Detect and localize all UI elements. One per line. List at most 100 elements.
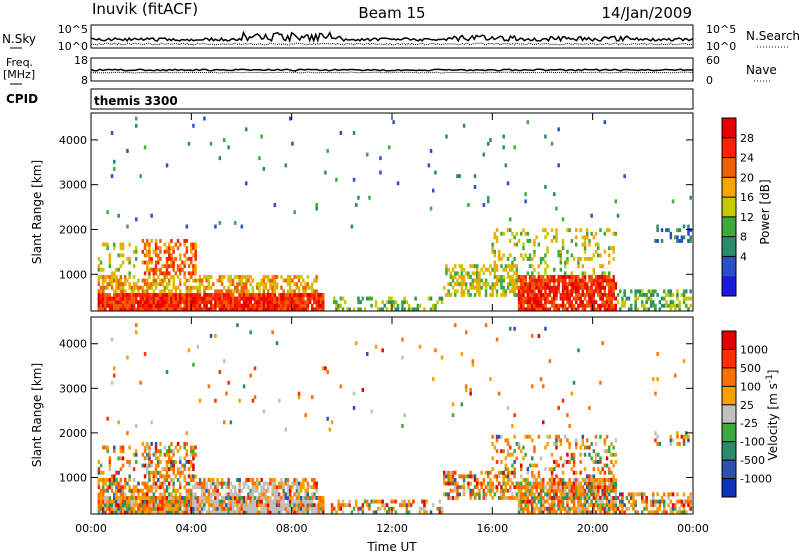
velocity-cell: [304, 503, 307, 508]
power-cell: [185, 293, 189, 297]
velocity-cell: [159, 503, 162, 508]
velocity-cell: [498, 474, 501, 479]
velocity-cell: [482, 481, 486, 486]
power-cell: [209, 307, 213, 312]
power-cell: [115, 285, 118, 290]
power-cell: [172, 249, 175, 254]
power-cell: [170, 253, 173, 258]
velocity-cell: [388, 506, 391, 511]
power-cell: [586, 231, 589, 236]
velocity-cell: [608, 499, 611, 504]
power-cell: [168, 264, 171, 269]
velocity-cell: [660, 499, 664, 504]
velocity-cell: [594, 456, 598, 461]
power-cell: [605, 228, 609, 233]
velocity-cell: [172, 467, 175, 472]
velocity-cell: [218, 503, 222, 508]
velocity-cell: [594, 496, 598, 500]
power-cell: [555, 231, 558, 236]
power-cell: [251, 296, 255, 301]
power-cell: [579, 285, 582, 290]
power-cell: [260, 300, 263, 305]
velocity-cell: [227, 478, 230, 482]
velocity-cell: [168, 467, 171, 472]
power-cell: [174, 303, 178, 308]
power-cell: [533, 242, 536, 247]
power-cell: [520, 282, 523, 287]
velocity-cell: [315, 488, 318, 493]
velocity-cell: [548, 496, 552, 500]
velocity-cell: [660, 510, 664, 515]
power-cell: [555, 239, 558, 243]
velocity-cell: [667, 492, 670, 497]
power-cell: [172, 264, 175, 269]
power-cell: [522, 307, 525, 312]
velocity-cell: [361, 388, 365, 392]
power-cell: [286, 282, 290, 287]
velocity-cell: [509, 470, 512, 475]
power-cell: [291, 300, 294, 305]
power-cell: [524, 192, 527, 197]
power-cell: [588, 296, 591, 301]
velocity-cell: [601, 496, 604, 500]
power-cell: [154, 293, 158, 297]
power-cell: [537, 296, 541, 301]
velocity-cell: [289, 488, 292, 493]
power-cell: [498, 253, 501, 258]
power-cell: [526, 285, 530, 290]
power-cell: [187, 257, 191, 261]
power-cell: [531, 264, 534, 269]
power-cell: [322, 303, 325, 308]
velocity-cell: [121, 456, 125, 461]
power-cell: [603, 300, 607, 305]
velocity-cell: [500, 460, 503, 464]
power-cell: [594, 282, 598, 287]
velocity-cell: [194, 452, 197, 457]
velocity-cell: [603, 478, 607, 482]
velocity-cell: [157, 503, 160, 508]
power-cell: [148, 282, 151, 287]
velocity-cell: [238, 496, 241, 500]
power-cell: [513, 235, 516, 240]
velocity-cell: [308, 496, 312, 500]
power-cell: [557, 289, 560, 294]
velocity-cell: [135, 424, 138, 428]
velocity-cell: [506, 442, 510, 446]
velocity-cell: [148, 499, 151, 504]
velocity-cell: [654, 503, 657, 508]
velocity-cell: [130, 496, 134, 500]
velocity-cell: [612, 445, 615, 450]
power-cell: [581, 264, 585, 269]
power-cell: [440, 300, 444, 305]
power-cell: [132, 275, 136, 279]
power-cell: [592, 235, 596, 240]
velocity-cell: [319, 499, 323, 504]
power-cell: [121, 289, 125, 294]
power-cell: [608, 278, 611, 283]
velocity-cell: [425, 499, 428, 504]
power-cell: [297, 278, 301, 283]
power-cell: [506, 275, 510, 279]
power-cell: [124, 300, 127, 305]
velocity-cell: [115, 503, 118, 508]
power-cell: [148, 285, 151, 290]
power-cell: [427, 163, 431, 168]
velocity-cell: [185, 460, 189, 464]
velocity-cell: [271, 492, 274, 497]
velocity-cell: [493, 445, 497, 450]
power-cell: [152, 278, 156, 283]
velocity-cell: [185, 442, 189, 446]
power-cell: [451, 275, 455, 279]
velocity-cell: [300, 481, 303, 486]
power-cell: [170, 239, 173, 243]
velocity-cell: [542, 496, 545, 500]
velocity-cell: [229, 488, 233, 493]
power-cell: [544, 271, 547, 276]
velocity-cell: [286, 492, 290, 497]
velocity-cell: [590, 456, 593, 461]
power-cell: [550, 141, 554, 146]
power-cell: [99, 267, 103, 272]
power-cell: [203, 116, 206, 121]
power-cell: [150, 303, 153, 308]
velocity-cell: [240, 499, 244, 504]
